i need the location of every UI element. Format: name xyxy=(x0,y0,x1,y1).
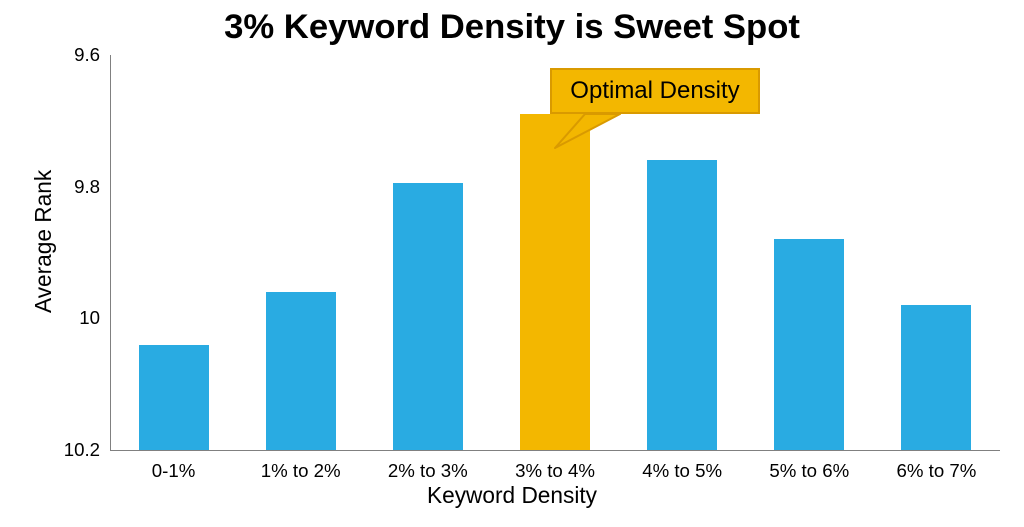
bar xyxy=(647,160,717,450)
y-axis-label: Average Rank xyxy=(30,169,57,312)
bar xyxy=(393,183,463,450)
y-axis-line xyxy=(110,55,111,450)
x-tick-label: 6% to 7% xyxy=(896,450,976,482)
x-tick-label: 1% to 2% xyxy=(261,450,341,482)
x-axis-label: Keyword Density xyxy=(0,482,1024,509)
y-tick-label: 9.6 xyxy=(74,44,110,66)
x-tick-label: 0-1% xyxy=(152,450,196,482)
plot-area: 9.69.81010.20-1%1% to 2%2% to 3%3% to 4%… xyxy=(110,55,1000,450)
bar xyxy=(901,305,971,450)
bar xyxy=(139,345,209,450)
x-tick-label: 2% to 3% xyxy=(388,450,468,482)
chart-title: 3% Keyword Density is Sweet Spot xyxy=(0,8,1024,47)
keyword-density-chart: 3% Keyword Density is Sweet Spot Average… xyxy=(0,0,1024,527)
bar xyxy=(520,114,590,450)
x-tick-label: 5% to 6% xyxy=(769,450,849,482)
optimal-density-callout: Optimal Density xyxy=(550,68,760,114)
y-tick-label: 10.2 xyxy=(64,439,110,461)
bar xyxy=(774,239,844,450)
bar xyxy=(266,292,336,450)
y-tick-label: 10 xyxy=(79,307,110,329)
x-tick-label: 3% to 4% xyxy=(515,450,595,482)
x-tick-label: 4% to 5% xyxy=(642,450,722,482)
y-tick-label: 9.8 xyxy=(74,176,110,198)
